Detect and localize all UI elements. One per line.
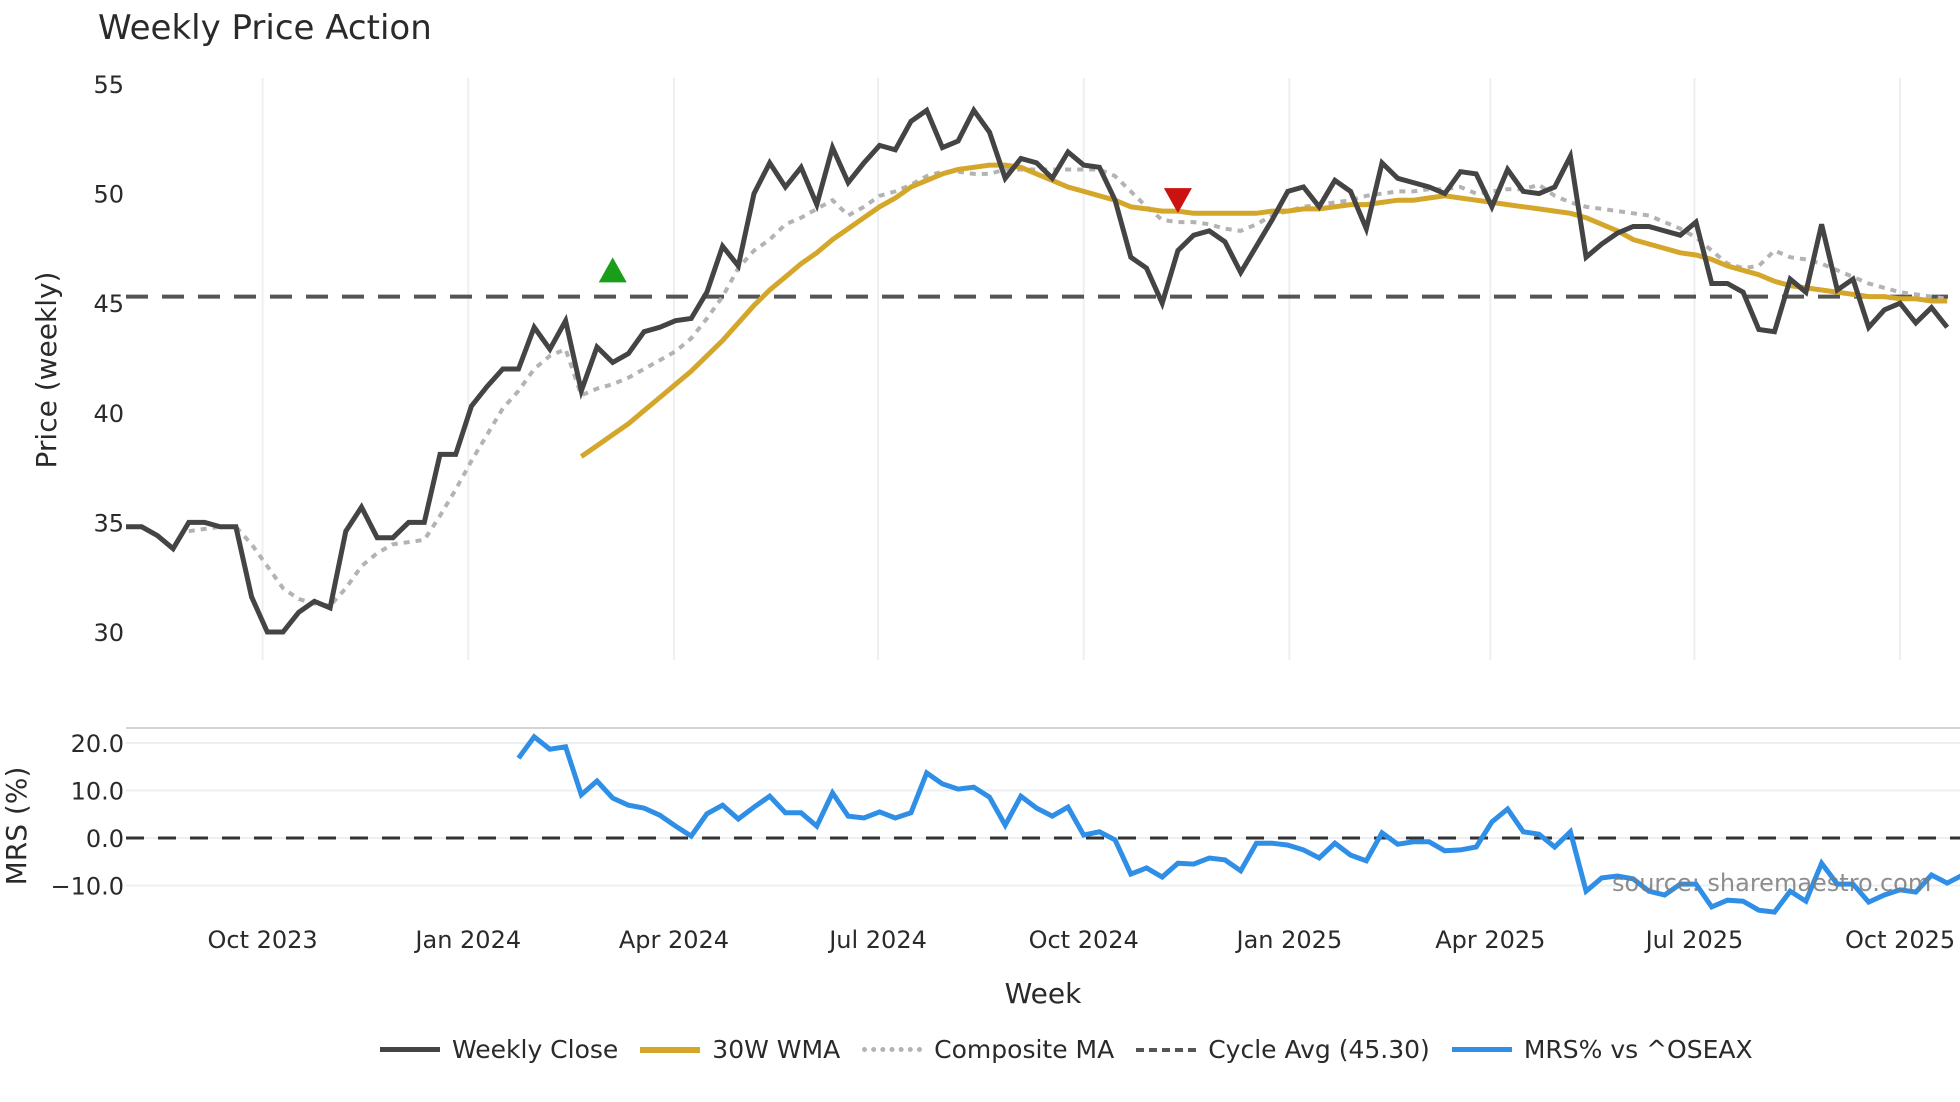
legend-item-composite-ma[interactable]: Composite MA [862, 1035, 1114, 1064]
price-y-tick-label: 35 [93, 509, 124, 537]
dotted-line-swatch-icon [862, 1047, 923, 1052]
legend-label: 30W WMA [712, 1035, 841, 1064]
legend-label: Weekly Close [452, 1035, 619, 1064]
x-tick-label: Oct 2025 [1845, 926, 1955, 954]
x-axis: Oct 2023 Jan 2024 Apr 2024 Jul 2024 Oct 2024… [207, 926, 1955, 954]
solid-line-swatch-icon [640, 1046, 701, 1053]
buy-signal-triangle-up-icon [598, 257, 627, 283]
signal-markers [598, 188, 1192, 283]
price-axis-title: Price (weekly) [30, 272, 63, 469]
mrs-vs-oseax-line [516, 733, 1960, 915]
solid-line-swatch-icon [380, 1047, 440, 1052]
composite-ma-line [188, 167, 1948, 608]
mrs-y-tick-label: −10.0 [50, 873, 124, 901]
x-axis-title: Week [1005, 977, 1082, 1010]
solid-line-swatch-icon [1451, 1047, 1512, 1052]
x-tick-label: Apr 2024 [619, 926, 729, 954]
gridlines [126, 78, 1960, 887]
mrs-y-tick-label: 10.0 [71, 778, 124, 806]
price-y-tick-label: 40 [93, 400, 124, 428]
chart-title: Weekly Price Action [98, 8, 432, 48]
mrs-y-axis: −10.0 0.0 10.0 20.0 [50, 730, 124, 901]
mrs-y-tick-label: 0.0 [86, 825, 124, 853]
legend: Weekly Close 30W WMA Composite MA Cycle … [380, 1035, 1753, 1064]
legend-item-30w-wma[interactable]: 30W WMA [640, 1035, 840, 1064]
price-y-tick-label: 45 [93, 290, 124, 318]
legend-label: MRS% vs ^OSEAX [1523, 1035, 1753, 1064]
legend-item-cycle-avg[interactable]: Cycle Avg (45.30) [1136, 1035, 1430, 1064]
price-y-axis: 30 35 40 45 50 55 [93, 71, 124, 647]
mrs-axis-title: MRS (%) [0, 767, 33, 886]
series-layer [126, 105, 1960, 915]
x-tick-label: Apr 2025 [1435, 926, 1545, 954]
x-tick-label: Oct 2023 [207, 926, 317, 954]
price-y-tick-label: 50 [93, 181, 124, 209]
30w-wma-line [579, 162, 1948, 459]
x-tick-label: Jul 2025 [1644, 926, 1744, 954]
x-tick-label: Jan 2025 [1235, 926, 1343, 954]
price-y-tick-label: 55 [93, 71, 124, 99]
x-tick-label: Jan 2024 [413, 926, 521, 954]
dashed-line-swatch-icon [1136, 1047, 1197, 1052]
source-watermark: source: sharemaestro.com [1612, 869, 1931, 897]
sell-signal-triangle-down-icon [1163, 188, 1192, 214]
mrs-y-tick-label: 20.0 [71, 730, 124, 758]
price-y-tick-label: 30 [93, 619, 124, 647]
legend-label: Cycle Avg (45.30) [1208, 1035, 1430, 1064]
x-tick-label: Jul 2024 [827, 926, 927, 954]
weekly-close-line [126, 105, 1950, 635]
legend-item-weekly-close[interactable]: Weekly Close [380, 1035, 618, 1064]
legend-item-mrs[interactable]: MRS% vs ^OSEAX [1451, 1035, 1753, 1064]
legend-label: Composite MA [934, 1035, 1115, 1064]
x-tick-label: Oct 2024 [1029, 926, 1139, 954]
